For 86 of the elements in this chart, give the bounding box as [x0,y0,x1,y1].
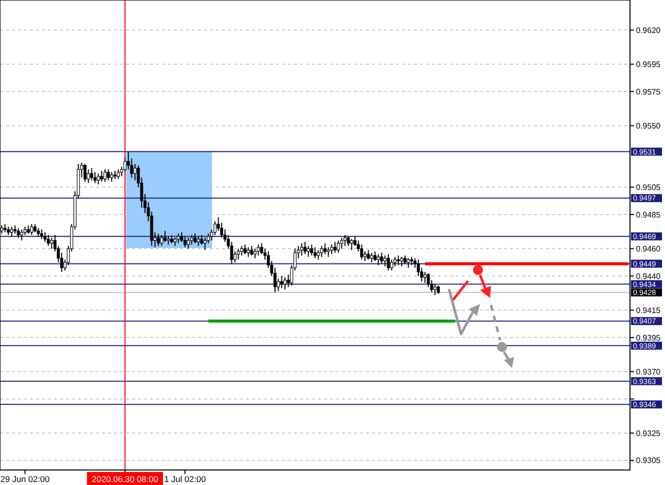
candlestick [90,168,94,181]
candlestick [300,242,304,256]
candlestick [284,276,286,290]
candlestick [306,245,310,258]
y-tick-label: 0.9620 [636,26,662,35]
candlestick [196,236,200,246]
candlestick [160,234,164,246]
candlestick [376,254,380,266]
candlestick [16,228,20,238]
candlestick [244,244,246,255]
candlestick [390,259,394,272]
candlestick [370,252,374,263]
candlestick [254,248,256,259]
y-tick-label: 0.9575 [636,87,662,96]
candlestick [316,250,320,260]
y-tick-label: 0.9595 [636,60,662,70]
candlestick [386,254,390,272]
candlestick [30,224,34,236]
candlestick [10,226,14,237]
candlestick [86,168,90,184]
y-tick-label: 0.9460 [636,244,662,254]
candlestick [190,234,194,246]
x-tick-label: 2020.06.30 08:00 [92,474,158,484]
candlestick [204,237,206,251]
candlestick [394,256,396,267]
candlestick [94,172,96,184]
candlestick [134,163,136,181]
candlestick [164,230,166,242]
candlestick [280,275,284,289]
candlestick [366,250,370,260]
candlestick [360,244,364,260]
x-tick-label: 1 Jul 02:00 [164,474,206,484]
candlestick [364,250,366,262]
candlestick [50,237,54,250]
y-tick-label: 0.9305 [636,456,662,466]
candlestick [176,233,180,244]
candlestick [380,252,384,264]
candlestick [246,246,250,258]
candlestick [184,236,186,248]
candlestick [406,258,410,268]
candlestick [116,168,120,180]
y-tick-label: 0.9415 [636,306,662,315]
candlestick [240,245,244,256]
candlestick [334,241,336,254]
candlestick [384,254,386,267]
candlestick [310,244,314,256]
candlestick [40,229,44,240]
candlestick [20,229,24,241]
y-tick-label: 0.9395 [636,333,662,342]
candlestick [304,241,306,255]
y-tick-label: 0.9325 [636,428,662,438]
candlestick [110,172,114,182]
y-tick-label: 0.9370 [636,367,662,376]
candlestick [256,244,260,256]
x-tick-label: 29 Jun 02:00 [0,474,50,484]
candlestick [326,246,330,258]
candlestick [330,244,334,255]
candlestick [374,250,376,262]
candlestick [236,248,240,260]
candlestick [156,233,160,246]
y-tick-label: 0.9505 [636,182,662,192]
candlestick [104,168,106,182]
candlestick [396,254,400,266]
candlestick [46,234,50,246]
candlestick [320,245,324,258]
candlestick [400,256,404,267]
candlestick [344,234,346,246]
candlestick [44,232,46,242]
candlestick [96,173,100,185]
candlestick [84,163,86,182]
candlestick [424,271,426,284]
candlestick [186,237,190,250]
y-tick-label: 0.9440 [636,272,662,281]
candlestick [350,238,354,251]
candlestick [340,237,344,250]
candlestick [100,170,104,182]
candlestick [194,233,196,244]
y-tick-label: 0.9485 [636,210,662,220]
y-tick-label: 0.9550 [636,122,662,130]
candlestick [434,284,436,296]
candlestick [314,246,316,259]
candlestick [336,240,340,254]
candlestick [106,168,110,181]
candlestick [324,242,326,255]
candlestick [346,236,350,246]
candlestick [250,245,254,256]
